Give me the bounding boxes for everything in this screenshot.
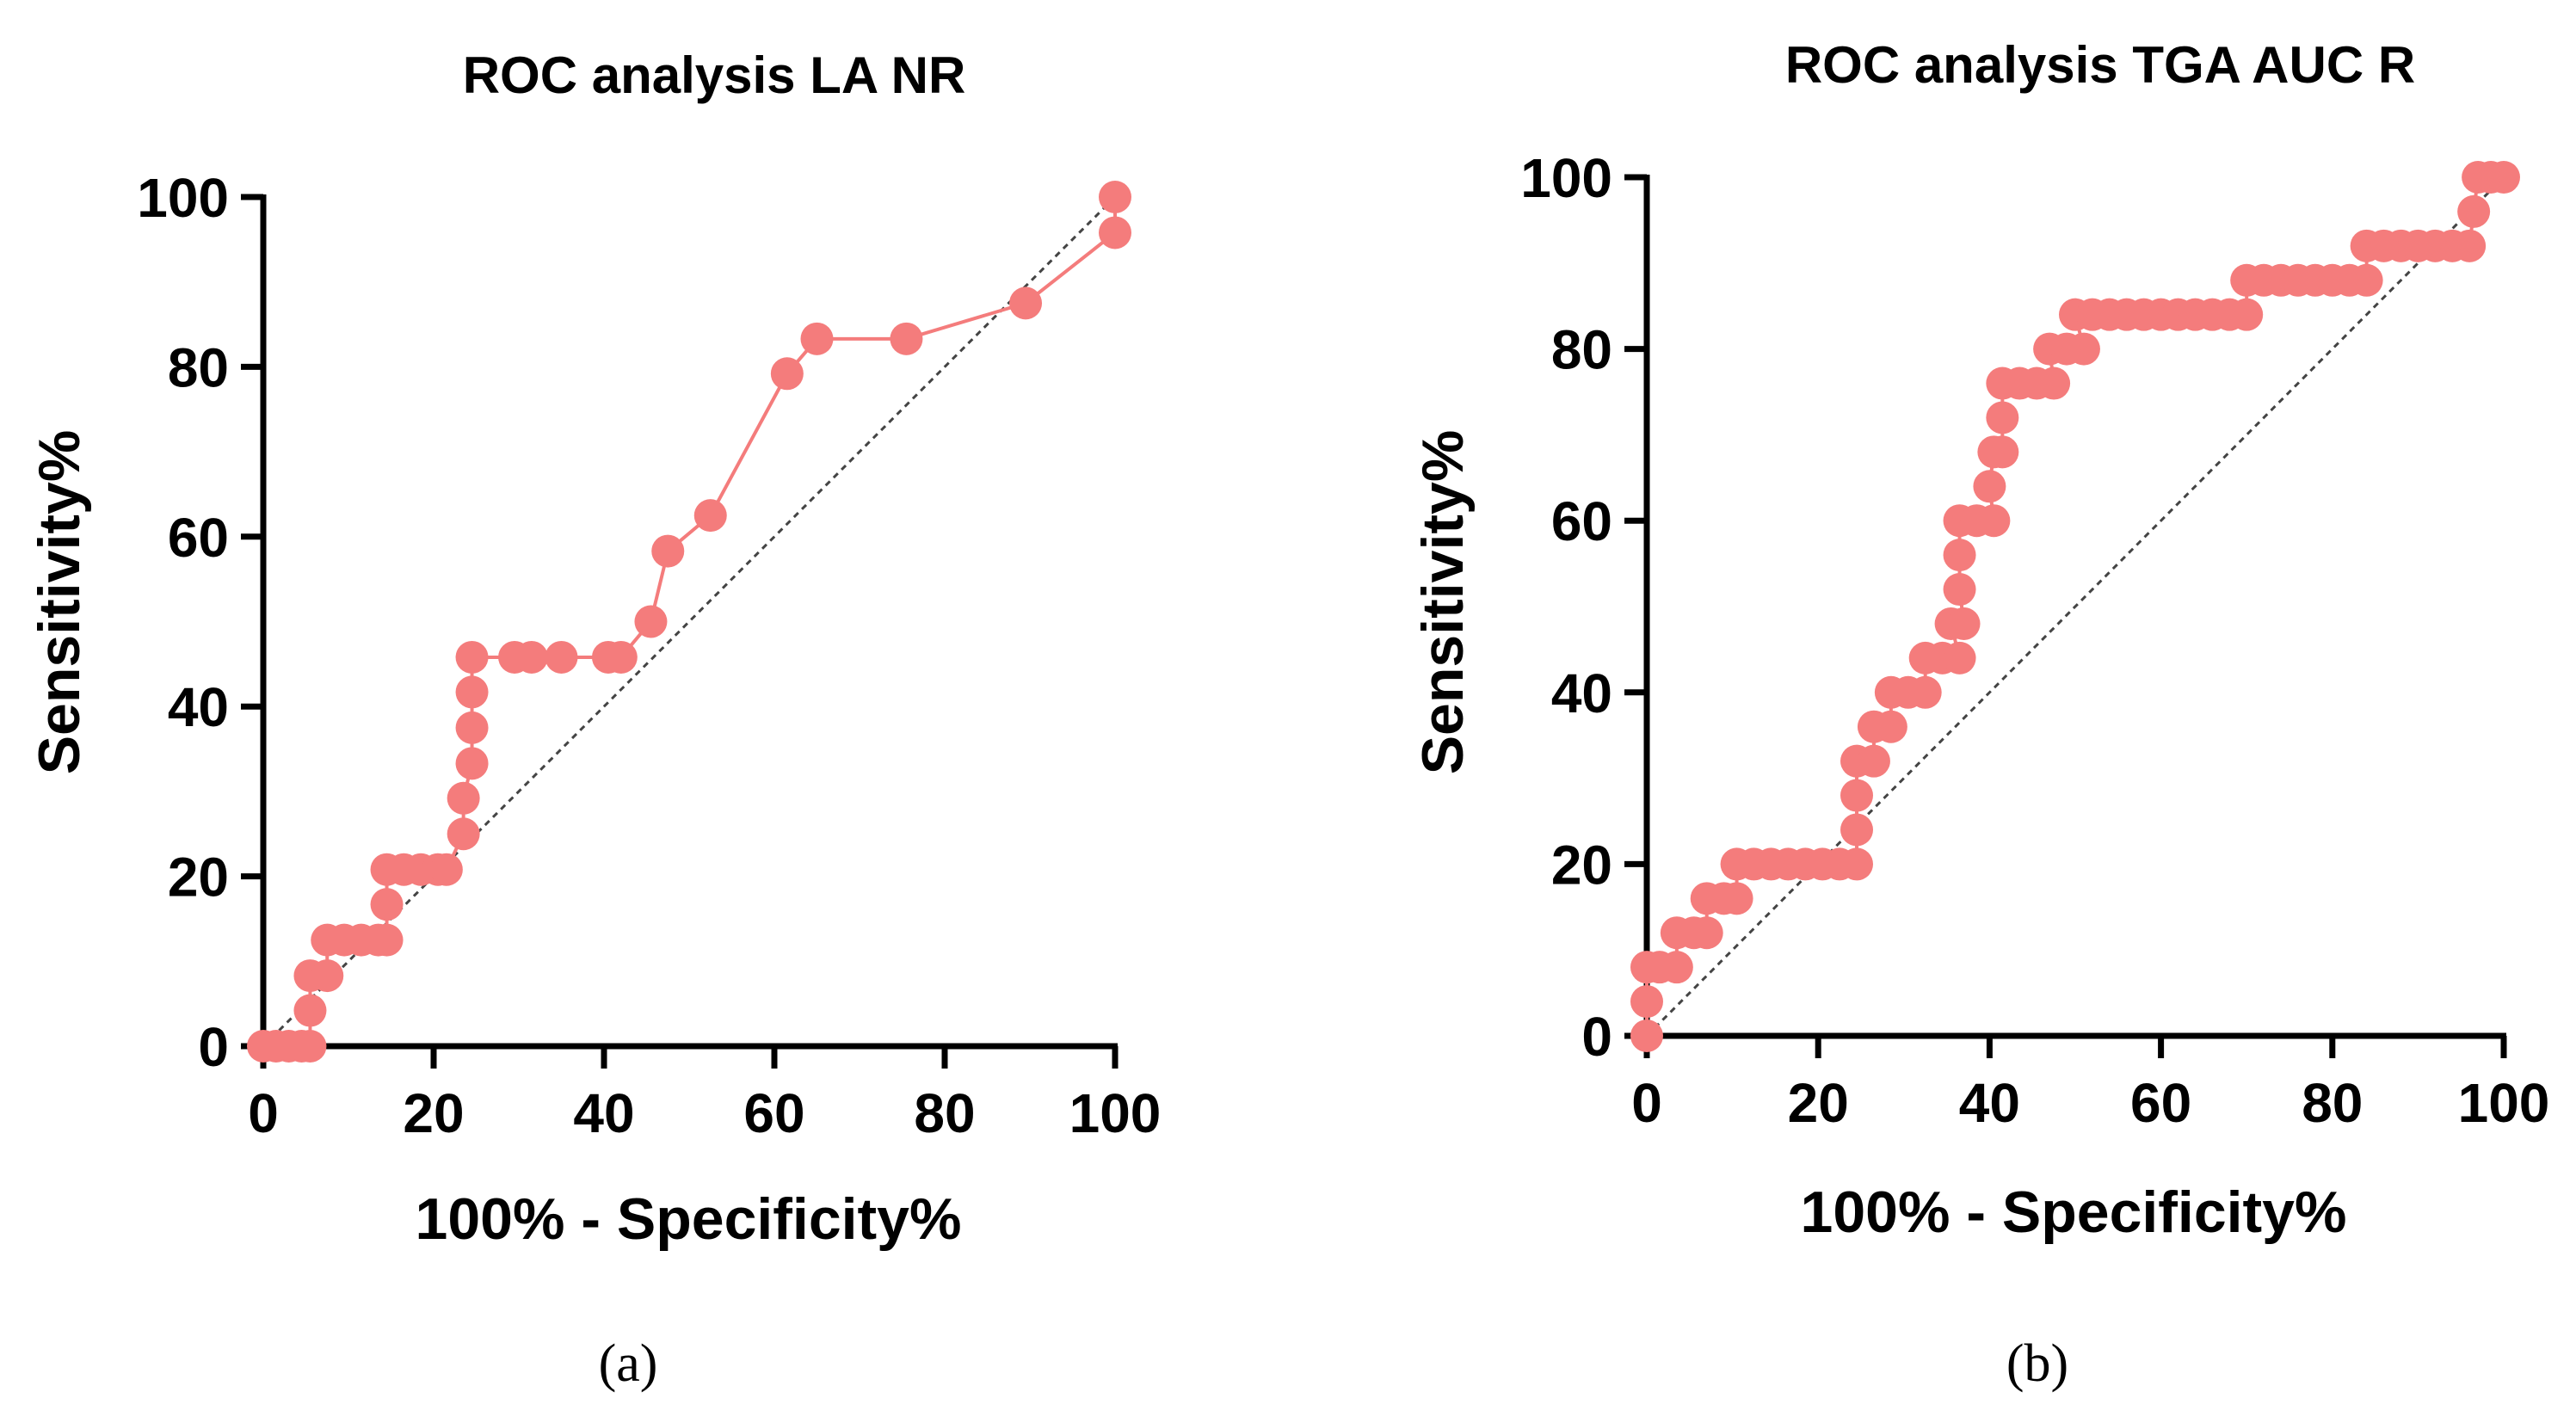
roc-data-point [293, 1030, 327, 1063]
roc-data-point [1099, 181, 1131, 213]
x-tick-label: 80 [2302, 1072, 2363, 1134]
roc-data-point [1943, 539, 1976, 572]
roc-data-point [2037, 367, 2071, 400]
x-axis-label: 100% - Specificity% [1801, 1180, 2347, 1245]
roc-data-point [1840, 847, 1874, 881]
y-tick-label: 100 [1520, 147, 1612, 209]
roc-data-point [311, 959, 344, 993]
y-tick-label: 60 [168, 507, 229, 569]
x-tick-label: 0 [1631, 1072, 1662, 1134]
y-tick-label: 20 [1551, 834, 1612, 896]
x-tick-label: 100 [1069, 1082, 1162, 1144]
x-tick-label: 100 [2458, 1072, 2550, 1134]
roc-data-point [447, 817, 480, 851]
y-tick-label: 40 [1551, 662, 1612, 724]
roc-data-point [447, 781, 480, 815]
panel-label: (b) [2006, 1334, 2068, 1393]
x-tick-label: 20 [1788, 1072, 1849, 1134]
y-tick-label: 100 [137, 167, 229, 229]
roc-data-point [1874, 710, 1907, 743]
roc-data-point [293, 994, 327, 1027]
y-tick-label: 0 [198, 1016, 229, 1078]
roc-data-point [2067, 332, 2100, 366]
roc-data-point [429, 853, 463, 886]
roc-chart-tga-auc-r: ROC analysis TGA AUC R Sensitivity% 100%… [1410, 36, 2549, 1393]
roc-data-point [2487, 161, 2520, 194]
y-tick-label: 60 [1551, 490, 1612, 552]
panel-label: (a) [599, 1334, 658, 1393]
roc-data-point [455, 640, 489, 674]
roc-data-point [770, 357, 804, 391]
roc-data-point [1099, 216, 1131, 249]
roc-data-point [1908, 675, 1942, 709]
roc-data-point [1720, 882, 1753, 915]
y-tick-label: 0 [1581, 1006, 1612, 1068]
x-tick-label: 60 [743, 1082, 804, 1144]
x-tick-label: 60 [2130, 1072, 2191, 1134]
y-axis-label: Sensitivity% [27, 430, 92, 775]
roc-data-point [651, 534, 685, 568]
y-tick-label: 20 [168, 847, 229, 909]
roc-data-point [1630, 985, 1663, 1019]
y-tick-label: 80 [1551, 319, 1612, 381]
roc-data-point [2457, 194, 2491, 228]
roc-data-point [1943, 641, 1976, 675]
roc-data-point [890, 322, 923, 355]
roc-data-point [800, 322, 834, 355]
roc-data-point [370, 923, 404, 957]
roc-data-point [545, 640, 578, 674]
roc-data-point [1943, 573, 1976, 607]
x-axis-label: 100% - Specificity% [416, 1186, 962, 1252]
roc-data-point [1840, 813, 1874, 847]
x-tick-label: 20 [403, 1082, 464, 1144]
roc-data-point [1857, 744, 1890, 778]
roc-data-point [604, 640, 638, 674]
x-tick-label: 80 [914, 1082, 975, 1144]
roc-data-point [2230, 298, 2264, 331]
roc-data-point [693, 499, 727, 533]
roc-data-point [1947, 607, 1981, 640]
roc-data-point [2350, 263, 2383, 297]
x-tick-label: 0 [248, 1082, 279, 1144]
roc-data-point [455, 675, 489, 709]
roc-data-point [2453, 229, 2487, 262]
roc-data-point [1690, 916, 1723, 950]
roc-data-point [515, 640, 548, 674]
roc-data-point [634, 605, 668, 638]
roc-data-point [1840, 779, 1874, 812]
roc-data-point [1660, 951, 1693, 984]
roc-data-point [1986, 401, 2019, 434]
reference-diagonal-line [1645, 176, 2505, 1038]
roc-data-point [1630, 1020, 1663, 1052]
roc-data-point [1986, 435, 2019, 469]
roc-data-point [455, 711, 489, 744]
x-tick-label: 40 [1959, 1072, 2020, 1134]
chart-title: ROC analysis LA NR [463, 46, 966, 104]
y-tick-label: 40 [168, 676, 229, 738]
roc-data-point [1973, 470, 2006, 503]
roc-data-point [1009, 286, 1043, 320]
roc-data-point [1977, 504, 2011, 538]
x-tick-label: 40 [573, 1082, 634, 1144]
roc-data-point [455, 747, 489, 780]
roc-data-point [370, 888, 404, 921]
y-axis-label: Sensitivity% [1410, 430, 1476, 775]
roc-chart-la-nr: ROC analysis LA NR Sensitivity% 100% - S… [27, 46, 1161, 1393]
y-tick-label: 80 [168, 336, 229, 398]
chart-title: ROC analysis TGA AUC R [1785, 36, 2415, 94]
